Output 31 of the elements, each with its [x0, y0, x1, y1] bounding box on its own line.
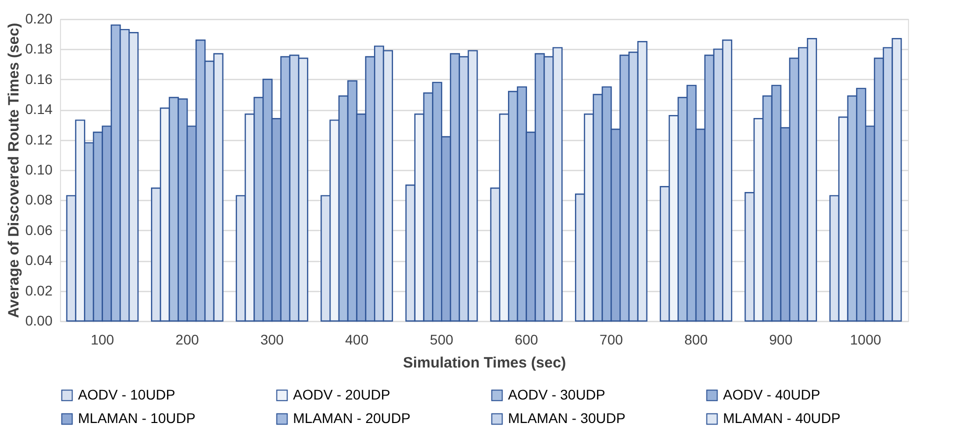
- y-tick-label: 0.02: [25, 282, 53, 298]
- x-tick-label: 300: [260, 332, 284, 348]
- y-tick-label: 0.08: [25, 192, 53, 208]
- legend-label: AODV - 20UDP: [293, 386, 390, 402]
- y-tick-label: 0.16: [25, 70, 53, 87]
- legend-label: AODV - 30UDP: [508, 386, 606, 402]
- legend-label: AODV - 40UDP: [723, 386, 820, 402]
- y-tick-label: 0.14: [25, 101, 53, 118]
- x-tick-label: 1000: [850, 332, 882, 348]
- y-tick-label: 0.06: [25, 222, 53, 238]
- y-tick-label: 0.20: [25, 10, 53, 26]
- legend-label: AODV - 10UDP: [78, 386, 176, 402]
- x-tick-label: 700: [600, 332, 624, 348]
- legend-label: MLAMAN - 30UDP: [508, 410, 626, 426]
- y-tick-label: 0.00: [25, 312, 53, 328]
- y-tick-label: 0.18: [25, 40, 53, 57]
- y-tick-label: 0.12: [25, 131, 53, 148]
- x-tick-label: 200: [176, 332, 200, 348]
- legend-label: MLAMAN - 20UDP: [293, 410, 410, 426]
- x-tick-label: 800: [684, 332, 708, 348]
- x-tick-label: 400: [345, 332, 369, 348]
- y-tick-label: 0.10: [25, 162, 53, 178]
- x-tick-label: 100: [90, 332, 114, 348]
- legend-label: MLAMAN - 40UDP: [723, 410, 840, 426]
- legend-label: MLAMAN - 10UDP: [78, 410, 196, 426]
- y-axis-title: Average of Discovered Route Times (sec): [5, 22, 22, 318]
- x-axis-title: Simulation Times (sec): [402, 354, 566, 372]
- x-tick-label: 900: [769, 332, 793, 348]
- y-tick-label: 0.04: [25, 252, 53, 268]
- x-tick-label: 500: [430, 332, 454, 348]
- x-tick-label: 600: [514, 332, 538, 348]
